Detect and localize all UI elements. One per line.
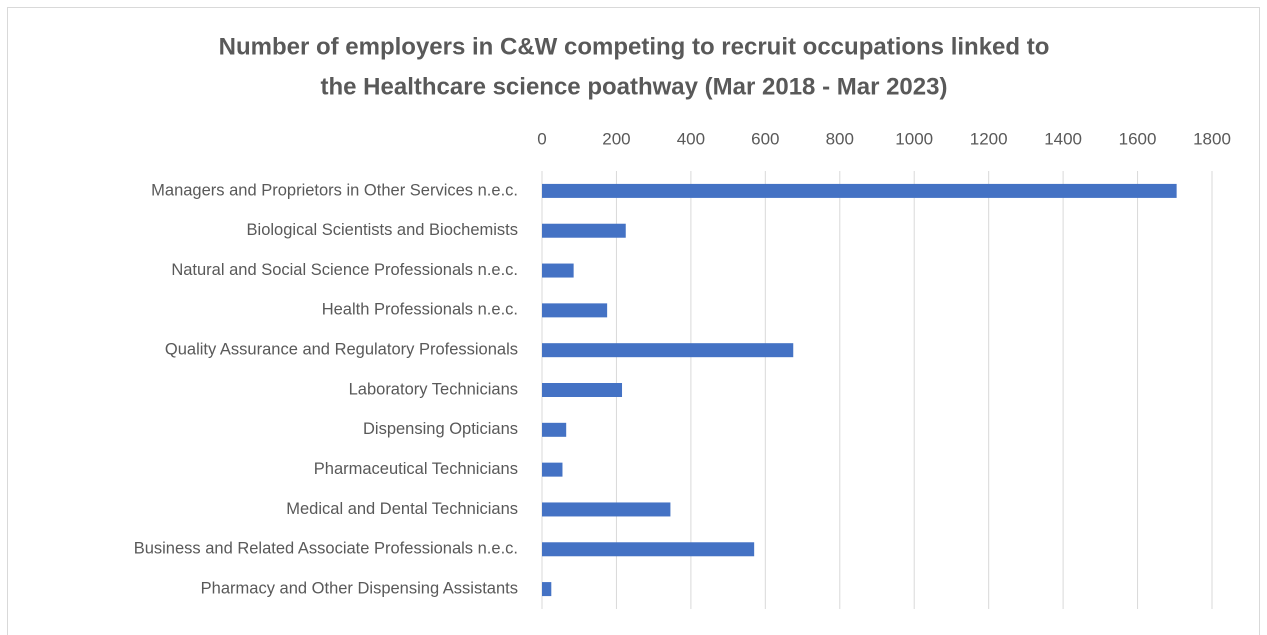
bar xyxy=(542,462,563,477)
chart-border xyxy=(7,7,1260,635)
y-tick-label: Business and Related Associate Professio… xyxy=(134,540,518,558)
bar xyxy=(542,582,552,597)
bar xyxy=(542,502,671,517)
x-tick-label: 600 xyxy=(751,129,779,148)
x-tick-label: 800 xyxy=(826,129,854,148)
bar xyxy=(542,223,626,238)
y-tick-label: Natural and Social Science Professionals… xyxy=(171,261,518,279)
y-tick-label: Laboratory Technicians xyxy=(349,380,518,398)
y-tick-label: Biological Scientists and Biochemists xyxy=(247,221,518,239)
x-tick-label: 1200 xyxy=(970,129,1008,148)
chart-title: Number of employers in C&W competing to … xyxy=(219,33,1050,60)
y-tick-label: Dispensing Opticians xyxy=(363,420,518,438)
bar xyxy=(542,343,794,358)
bar xyxy=(542,183,1177,198)
y-tick-label: Managers and Proprietors in Other Servic… xyxy=(151,181,518,199)
x-tick-label: 1400 xyxy=(1044,129,1082,148)
x-tick-label: 1000 xyxy=(895,129,933,148)
y-tick-label: Pharmaceutical Technicians xyxy=(314,460,518,478)
x-tick-label: 1800 xyxy=(1193,129,1231,148)
bar xyxy=(542,263,574,278)
y-tick-label: Medical and Dental Technicians xyxy=(286,500,518,518)
x-tick-label: 200 xyxy=(602,129,630,148)
bar xyxy=(542,542,755,557)
x-tick-label: 400 xyxy=(677,129,705,148)
y-tick-label: Quality Assurance and Regulatory Profess… xyxy=(165,341,518,359)
bar xyxy=(542,383,623,397)
chart-title: the Healthcare science poathway (Mar 201… xyxy=(321,73,948,100)
bar xyxy=(542,303,608,318)
y-tick-label: Pharmacy and Other Dispensing Assistants xyxy=(201,579,518,597)
bar xyxy=(542,422,567,437)
y-tick-label: Health Professionals n.e.c. xyxy=(322,301,518,319)
x-tick-label: 0 xyxy=(537,129,546,148)
x-tick-label: 1600 xyxy=(1119,129,1157,148)
